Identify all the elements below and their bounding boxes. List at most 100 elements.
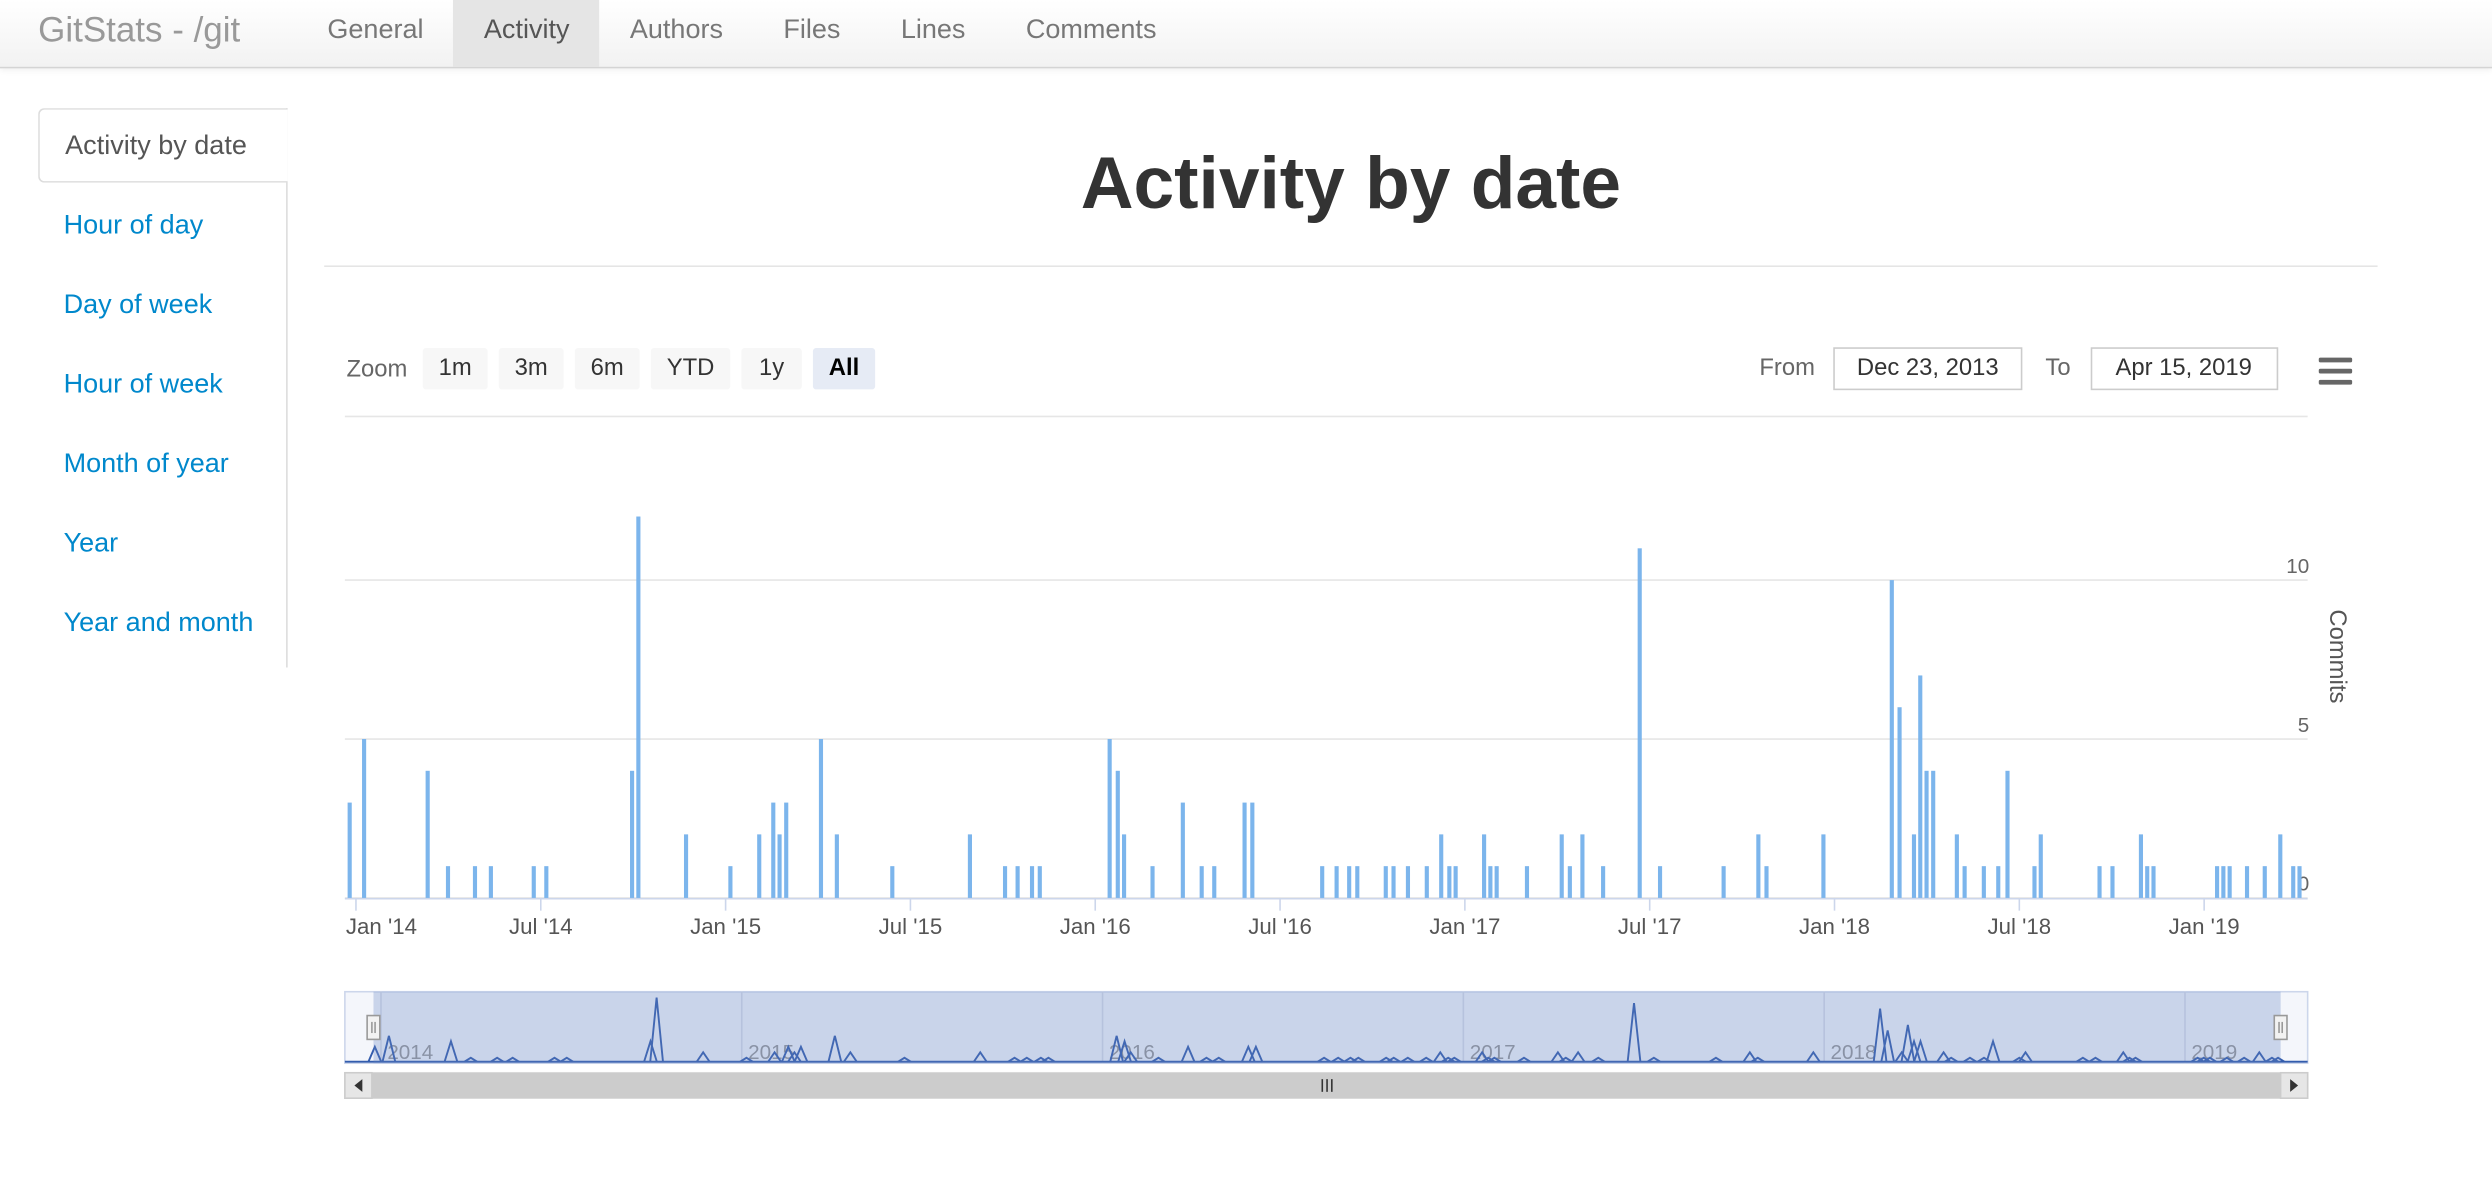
bar — [2145, 866, 2150, 898]
sidebar-link[interactable]: Hour of day — [63, 209, 204, 240]
divider — [324, 265, 2378, 268]
to-value: Apr 15, 2019 — [2115, 354, 2251, 381]
y-tick-label: 0 — [2298, 873, 2310, 896]
menu-bar[interactable] — [2318, 368, 2353, 374]
navigator-spike — [696, 1050, 711, 1063]
bar — [1122, 834, 1127, 898]
navigator-spike — [1041, 1056, 1056, 1063]
nav-tab[interactable]: Authors — [629, 14, 724, 45]
zoom-button[interactable]: 1m — [422, 348, 488, 390]
navigator-spike — [2018, 1050, 2033, 1063]
menu-bar[interactable] — [2318, 379, 2353, 385]
nav-tab[interactable]: General — [327, 14, 424, 45]
sidebar-link[interactable]: Activity by date — [38, 108, 288, 183]
bar — [1637, 548, 1642, 898]
navigator-spike — [2076, 1056, 2090, 1063]
zoom-button-bg[interactable] — [741, 348, 802, 390]
bar — [1494, 866, 1499, 898]
zoom-button-bg[interactable] — [812, 348, 876, 390]
bar — [1029, 866, 1035, 898]
bar — [1924, 770, 1929, 898]
export-menu[interactable] — [2318, 357, 2353, 385]
nav-tab[interactable]: Files — [783, 14, 841, 45]
zoom-button-label[interactable]: 1m — [439, 354, 472, 381]
handle-box[interactable] — [366, 1014, 381, 1041]
menu-bar[interactable] — [2318, 357, 2353, 363]
zoom-button-label[interactable]: YTD — [667, 354, 715, 381]
navigator-spike — [1151, 1056, 1166, 1063]
navigator-spike — [2271, 1056, 2285, 1063]
bar — [1391, 866, 1396, 898]
bar — [1981, 866, 1986, 898]
zoom-button[interactable]: All — [812, 348, 876, 390]
navigator-spike — [1880, 1030, 1895, 1062]
handle-box[interactable] — [2273, 1014, 2288, 1041]
x-tick-label: Jan '17 — [1429, 914, 1500, 939]
navigator-tick-label: 2014 — [387, 1041, 433, 1064]
zoom-button-bg[interactable] — [650, 348, 731, 390]
sidebar-link[interactable]: Year and month — [63, 607, 254, 638]
bar — [488, 866, 493, 898]
navigator-spike — [1517, 1056, 1531, 1063]
zoom-button-bg[interactable] — [498, 348, 564, 390]
navigator-spike — [1647, 1056, 1661, 1063]
zoom-button-label[interactable]: 1y — [759, 354, 784, 381]
sidebar-link[interactable]: Hour of week — [63, 368, 223, 399]
navigator-spike — [1591, 1056, 1606, 1063]
zoom-button-label[interactable]: All — [829, 354, 859, 381]
bar — [1334, 866, 1339, 898]
zoom-button-bg[interactable] — [422, 348, 488, 390]
navigator-spike — [1487, 1056, 1502, 1063]
bar — [544, 866, 549, 898]
navigator-spike — [2219, 1056, 2234, 1063]
bar — [1002, 866, 1008, 898]
zoom-button-label[interactable]: 6m — [591, 354, 624, 381]
nav-tab[interactable]: Comments — [1025, 14, 1157, 45]
bar — [1212, 866, 1217, 898]
bar — [1889, 580, 1894, 898]
bar — [1180, 802, 1185, 898]
bar — [1347, 866, 1352, 898]
arrow-left — [354, 1079, 363, 1092]
navigator-tick-label: 2018 — [1831, 1041, 1877, 1064]
navigator-spike — [1913, 1038, 1928, 1062]
bar — [834, 834, 839, 898]
bar — [1355, 866, 1360, 898]
bar — [1405, 866, 1411, 898]
bar — [1107, 739, 1112, 898]
sidebar-link[interactable]: Month of year — [63, 448, 229, 479]
bar — [771, 802, 776, 898]
zoom-button-bg[interactable] — [574, 348, 640, 390]
x-tick-label: Jul '15 — [879, 914, 943, 939]
zoom-button[interactable]: 3m — [498, 348, 564, 390]
nav-tab[interactable]: Activity — [453, 0, 600, 67]
navbar: GitStats - /git General Activity Authors Fi… — [0, 0, 2492, 69]
zoom-button[interactable]: YTD — [650, 348, 731, 390]
bar — [1150, 866, 1155, 898]
navigator-spike — [2265, 1056, 2279, 1063]
bar — [636, 516, 641, 898]
sidebar-link[interactable]: Year — [63, 527, 119, 558]
navigator-tick-label: 2017 — [1470, 1041, 1516, 1064]
zoom-button-label[interactable]: 3m — [515, 354, 548, 381]
zoom-button[interactable]: 6m — [574, 348, 640, 390]
nav-tab[interactable]: Lines — [900, 14, 966, 45]
zoom-button[interactable]: 1y — [741, 348, 802, 390]
bar — [1199, 866, 1204, 898]
navigator-spike — [1806, 1050, 1821, 1063]
bar — [784, 802, 789, 898]
sidebar-link[interactable]: Day of week — [63, 289, 213, 320]
navigator-window — [373, 991, 2281, 1064]
navigator-handle[interactable] — [2273, 1014, 2288, 1041]
from-input[interactable] — [1833, 347, 2023, 391]
navigator-spike — [2190, 1056, 2205, 1063]
to-input[interactable] — [2090, 347, 2279, 391]
x-tick-label: Jan '18 — [1799, 914, 1870, 939]
bar — [1601, 866, 1606, 898]
navigator-spike — [463, 1056, 478, 1063]
bar — [1488, 866, 1493, 898]
navigator-spike — [767, 1050, 782, 1063]
navigator-handle[interactable] — [366, 1014, 381, 1041]
brand[interactable]: GitStats - /git — [38, 9, 241, 50]
